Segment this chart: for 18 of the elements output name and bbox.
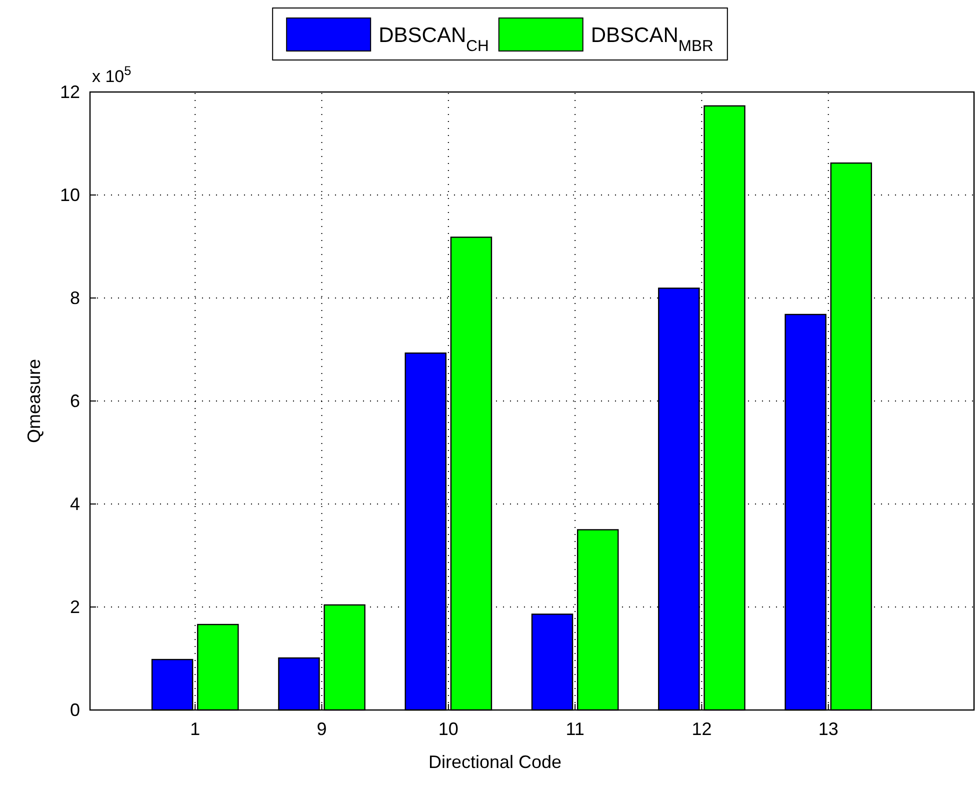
text: x 10$^{5}$ <box>92 62 132 86</box>
x-tick-label: 11 <box>566 718 584 739</box>
legend-label: DBSCAN$_{MBR}$ <box>590 24 714 54</box>
y-tick-label: 0 <box>70 700 80 720</box>
x-tick-label: 1 <box>190 718 200 739</box>
x-tick-label: 9 <box>316 718 327 739</box>
y-tick-label: 10 <box>60 184 80 205</box>
y-tick-label: 6 <box>70 390 80 411</box>
x-tick-label: 10 <box>438 718 458 739</box>
y-axis-title: Qmeasure <box>24 358 44 444</box>
y-tick-label: 2 <box>70 596 80 617</box>
y-tick-label: 12 <box>60 82 80 102</box>
legend-label: DBSCAN$_{CH}$ <box>378 24 489 54</box>
y-tick-label: 8 <box>70 288 80 308</box>
x-tick-label: 13 <box>818 718 838 739</box>
y-tick-label: 4 <box>70 494 80 514</box>
x-tick-label: 12 <box>692 718 712 739</box>
x-axis-title: Directional Code <box>428 752 562 772</box>
